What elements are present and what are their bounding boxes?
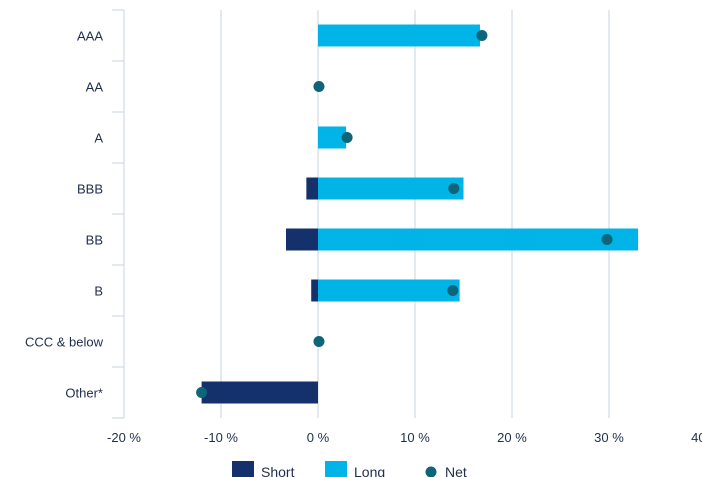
long-bar-bb: [318, 228, 639, 251]
long-bar-a: [318, 126, 347, 149]
legend-label-net: Net: [445, 464, 467, 477]
net-dot-aaa: [476, 30, 488, 41]
long-bar-aaa: [318, 24, 480, 47]
category-label-ccc-below: CCC & below: [25, 335, 104, 350]
net-dot-other: [196, 387, 208, 398]
category-label-bb: BB: [86, 233, 103, 248]
x-tick-label-20: 20 %: [497, 430, 527, 445]
short-bar-bbb: [306, 177, 318, 200]
short-bar-other: [201, 381, 318, 404]
x-tick-label-10: 10 %: [400, 430, 430, 445]
legend-swatch-net: [425, 466, 437, 477]
legend-label-short: Short: [261, 464, 295, 477]
category-axis: [112, 9, 125, 419]
category-label-aaa: AAA: [77, 29, 103, 44]
category-label-bbb: BBB: [77, 182, 103, 197]
net-dot-bbb: [448, 183, 460, 194]
x-tick-label-0: 0 %: [307, 430, 330, 445]
short-bar-b: [311, 279, 318, 302]
x-tick-label-20: -20 %: [107, 430, 141, 445]
net-dot-ccc-below: [313, 336, 325, 347]
net-dot-aa: [313, 81, 325, 92]
category-label-a: A: [94, 131, 103, 146]
legend-label-long: Long: [354, 464, 385, 477]
grid-lines: [220, 10, 610, 418]
category-label-other: Other*: [65, 386, 103, 401]
long-bar-bbb: [318, 177, 464, 200]
net-dots: [196, 30, 613, 398]
net-dot-a: [341, 132, 353, 143]
long-bar-b: [318, 279, 460, 302]
short-bar-bb: [285, 228, 318, 251]
x-tick-label-40: 40 %: [691, 430, 702, 445]
category-label-aa: AA: [86, 80, 104, 95]
legend-swatch-short: [232, 461, 254, 477]
legend-swatch-long: [325, 461, 347, 477]
x-tick-label-10: -10 %: [204, 430, 238, 445]
net-dot-bb: [601, 234, 613, 245]
category-label-b: B: [94, 284, 103, 299]
x-tick-labels: -20 % -10 % 0 % 10 % 20 % 30 % 40 %: [107, 430, 702, 445]
legend: Short Long Net: [232, 461, 467, 477]
x-tick-label-30: 30 %: [594, 430, 624, 445]
net-dot-b: [447, 285, 459, 296]
bars: [201, 24, 639, 404]
